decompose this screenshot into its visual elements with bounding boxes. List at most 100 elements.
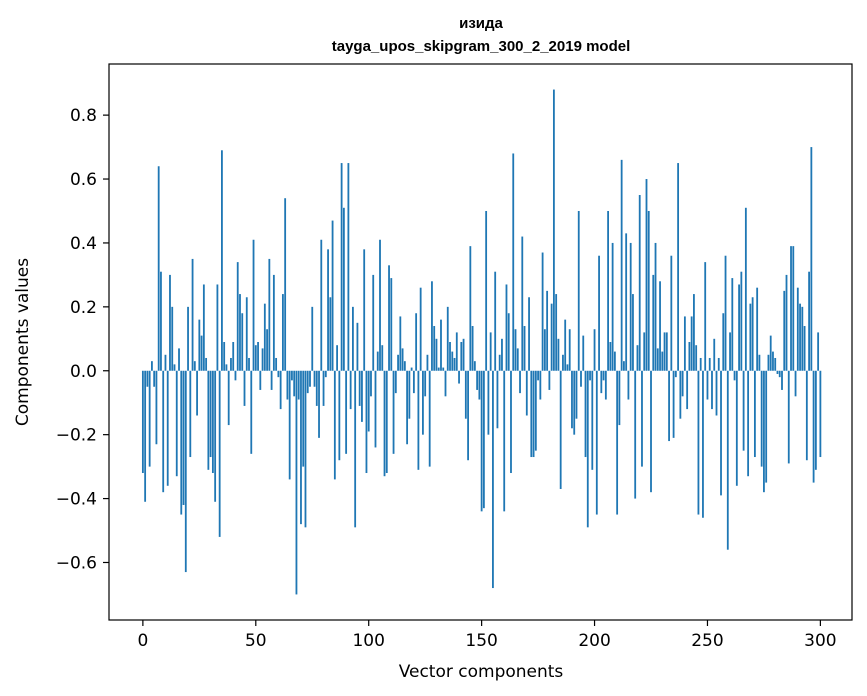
bar (550, 303, 553, 371)
bar (331, 220, 334, 371)
bar (148, 370, 151, 467)
bar (464, 370, 467, 419)
x-tick-label: 150 (465, 631, 497, 651)
bar (354, 370, 357, 528)
bar (720, 370, 722, 496)
bar (645, 179, 648, 371)
bar (467, 370, 469, 461)
bar (259, 370, 262, 390)
bar (232, 342, 235, 371)
bar (182, 370, 185, 505)
bar (575, 370, 578, 419)
bar (632, 294, 634, 371)
bar (311, 306, 314, 371)
bar (683, 316, 686, 371)
bar (327, 249, 329, 371)
bar (245, 297, 248, 371)
bar (650, 370, 652, 493)
bar (164, 354, 167, 371)
bar (690, 316, 693, 371)
bar (753, 370, 756, 458)
bar (519, 370, 521, 394)
bar (376, 351, 379, 371)
bar (293, 370, 296, 397)
bar (589, 370, 591, 381)
bar (442, 367, 445, 371)
bar (297, 370, 300, 400)
bar (525, 370, 528, 416)
bar (306, 370, 309, 394)
bar (358, 370, 361, 406)
x-tick-label: 200 (578, 631, 610, 651)
bar (607, 210, 609, 371)
bar (767, 354, 770, 371)
bar (539, 370, 542, 400)
bar (338, 370, 341, 461)
bar (444, 370, 447, 397)
bar (781, 370, 783, 390)
bar (496, 370, 499, 429)
bar (686, 370, 689, 410)
bar (281, 294, 284, 371)
chart-title: изида (459, 15, 503, 32)
bar (677, 163, 680, 371)
bar (180, 370, 183, 515)
bar (286, 370, 289, 400)
bar (254, 345, 257, 371)
bar (528, 297, 530, 371)
bar (810, 147, 813, 371)
bar (636, 345, 639, 371)
bar (340, 163, 343, 371)
bar (562, 354, 564, 371)
y-tick-label: 0.6 (70, 170, 97, 190)
bar (618, 370, 621, 426)
bar (693, 294, 695, 371)
bar (672, 370, 675, 438)
bar (252, 239, 255, 371)
bar (381, 345, 384, 371)
bar (774, 357, 777, 371)
bar (257, 342, 259, 371)
bar (778, 370, 781, 378)
bar (367, 370, 370, 432)
y-tick-label: 0.8 (70, 106, 97, 126)
bar (552, 89, 555, 371)
bar (501, 338, 503, 371)
bar (582, 335, 585, 371)
bar (261, 348, 264, 371)
bar (385, 370, 388, 474)
bar (625, 233, 628, 371)
y-tick-label: 0.4 (70, 234, 97, 254)
bar (595, 370, 598, 515)
bar (521, 236, 524, 371)
chart-subtitle: tayga_upos_skipgram_300_2_2019 model (332, 38, 631, 55)
bar (674, 370, 677, 378)
bar (593, 329, 596, 371)
x-axis-label: Vector components (399, 662, 564, 682)
bar (288, 370, 291, 480)
bar (480, 370, 483, 512)
bar (370, 370, 372, 397)
bar (487, 370, 490, 435)
bar (202, 284, 205, 371)
bar (794, 370, 797, 397)
bar (225, 364, 228, 371)
bar (352, 306, 354, 371)
y-tick-label: 0.2 (70, 298, 97, 318)
bar (702, 370, 704, 518)
bar (744, 207, 747, 371)
bar (437, 367, 440, 371)
bar (763, 370, 765, 493)
bar (654, 242, 657, 371)
bar (284, 198, 287, 371)
bar (218, 370, 221, 537)
bar (272, 274, 275, 371)
bar (722, 313, 725, 371)
y-tick-label: −0.4 (56, 490, 97, 510)
bar (151, 361, 153, 371)
bar (431, 281, 433, 371)
bars-group (141, 89, 822, 595)
bar (532, 370, 535, 458)
bar (604, 370, 607, 400)
bar (166, 370, 169, 486)
